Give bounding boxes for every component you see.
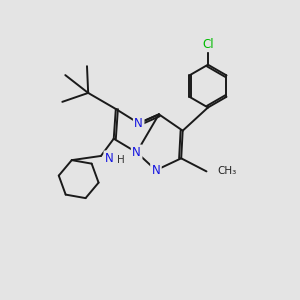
Text: CH₃: CH₃ bbox=[218, 167, 237, 176]
Text: Cl: Cl bbox=[203, 38, 214, 51]
Text: N: N bbox=[132, 146, 141, 159]
Text: N: N bbox=[105, 152, 114, 165]
Text: N: N bbox=[134, 117, 143, 130]
Text: H: H bbox=[117, 155, 124, 165]
Text: N: N bbox=[152, 164, 160, 177]
